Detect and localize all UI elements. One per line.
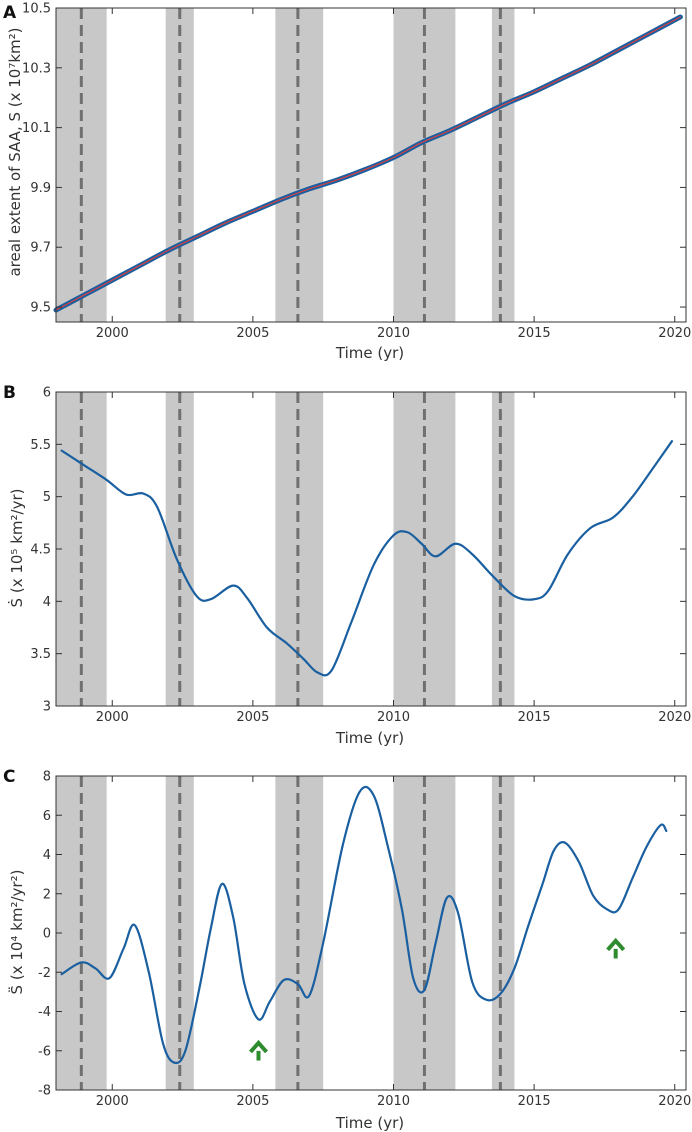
panel-a-letter: A: [3, 3, 17, 23]
panel-b-x-ticks: 2000 2005 2010 2015 2020: [96, 392, 691, 725]
panel-a-axes: [55, 7, 687, 323]
panel-c-y-ticks: -8 -6 -4 -2 0 2 4 6 8: [38, 770, 686, 1099]
panel-c-x-tick-label: 2000: [96, 1094, 129, 1109]
panel-b-shaded-interval: [491, 392, 515, 706]
panel-a-y-tick-label: 9.5: [30, 301, 51, 316]
panel-c-x-tick-label: 2005: [236, 1094, 269, 1109]
panel-b-y-tick-label: 5.5: [30, 438, 51, 453]
panel-a-x-tick-label: 2015: [518, 326, 551, 341]
panel-a-y-tick-label: 10.3: [22, 61, 51, 76]
panel-b-series: [60, 440, 674, 677]
panel-b-series-line: [60, 440, 674, 677]
panel-c-y-tick-label: -4: [38, 1005, 51, 1020]
panel-a-x-ticks: 2000 2005 2010 2015 2020: [96, 8, 691, 341]
panel-a-x-tick-label: 2005: [236, 326, 269, 341]
panel-c-x-ticks: 2000 2005 2010 2015 2020: [96, 776, 691, 1109]
panel-c-arrows: [249, 937, 626, 1061]
panel-a: A 2000 2005 2010 2015 2020 9.5 9.7 9.9 10.1 10.3…: [3, 2, 691, 363]
panel-b-y-ticks: 3 3.5 4 4.5 5 5.5 6: [30, 386, 686, 715]
panel-c-plot-frame: [55, 775, 687, 1091]
panel-c-arrow-head: [606, 937, 626, 952]
panel-a-plot-frame: [55, 7, 687, 323]
panel-b-y-tick-label: 4: [43, 595, 51, 610]
panel-b-x-axis-title: Time (yr): [335, 729, 404, 747]
panel-a-y-tick-label: 10.1: [22, 121, 51, 136]
panel-a-dashed-lines: [79, 8, 502, 322]
panel-a-series-line: [53, 14, 683, 313]
panel-c-series: [60, 785, 668, 1065]
panel-b: B 2000 2005 2010 2015 2020 3 3.5 4 4.5 5 5.5 6 Tim…: [3, 383, 691, 747]
panel-c-series-line: [60, 785, 668, 1065]
panel-c-x-tick-label: 2015: [518, 1094, 551, 1109]
panel-b-y-axis-title: Ṡ (x 10⁵ km²/yr): [7, 489, 26, 608]
panel-c-y-tick-label: 2: [43, 887, 51, 902]
panel-c-x-axis-title: Time (yr): [335, 1114, 404, 1132]
panel-c-y-tick-label: -8: [38, 1084, 51, 1099]
panel-a-x-axis-title: Time (yr): [335, 344, 404, 362]
panel-b-letter: B: [3, 383, 16, 403]
panel-c-x-tick-label: 2010: [377, 1094, 410, 1109]
panel-a-y-tick-label: 9.9: [30, 181, 51, 196]
panel-c-y-tick-label: -6: [38, 1044, 51, 1059]
panel-b-x-tick-label: 2010: [377, 710, 410, 725]
panel-c-y-tick-label: 8: [43, 770, 51, 785]
panel-c: C 2000 2005 2010 2015 2020 -8 -6 -4 -2 0 2 4 6 8 Tim…: [3, 767, 691, 1132]
panel-c-shaded-interval: [491, 776, 515, 1090]
panel-a-y-ticks: 9.5 9.7 9.9 10.1 10.3 10.5: [22, 2, 686, 316]
panel-b-y-tick-label: 3: [43, 700, 51, 715]
panel-a-x-tick-label: 2010: [377, 326, 410, 341]
panel-c-arrow-head: [249, 1039, 268, 1054]
panel-c-shaded-intervals: [56, 776, 515, 1090]
panel-a-series: [53, 14, 683, 313]
panel-c-x-tick-label: 2020: [658, 1094, 691, 1109]
panel-b-y-tick-label: 5: [43, 490, 51, 505]
panel-a-x-tick-label: 2000: [96, 326, 129, 341]
panel-b-x-tick-label: 2015: [518, 710, 551, 725]
panel-b-y-tick-label: 4.5: [30, 543, 51, 558]
panel-c-dashed-lines: [79, 776, 502, 1090]
panel-a-fit-line: [55, 16, 681, 311]
panel-b-x-tick-label: 2020: [658, 710, 691, 725]
panel-a-y-tick-label: 9.7: [30, 241, 51, 256]
panel-c-y-tick-label: 0: [43, 927, 51, 942]
panel-b-axes: [55, 391, 687, 707]
panel-b-plot-frame: [55, 391, 687, 707]
panel-b-x-tick-label: 2000: [96, 710, 129, 725]
panel-b-y-tick-label: 6: [43, 386, 51, 401]
panel-c-y-tick-label: 4: [43, 848, 51, 863]
panel-a-y-axis-title: areal extent of SAA, S (x 10⁷km²): [6, 27, 24, 276]
panel-a-x-tick-label: 2020: [658, 326, 691, 341]
panel-c-y-tick-label: 6: [43, 809, 51, 824]
panel-b-y-tick-label: 3.5: [30, 647, 51, 662]
panel-b-x-tick-label: 2005: [236, 710, 269, 725]
panel-c-axes: [55, 775, 687, 1091]
panel-a-shaded-interval: [491, 8, 515, 322]
panel-c-letter: C: [3, 767, 15, 787]
panel-c-y-tick-label: -2: [38, 966, 51, 981]
panel-c-y-axis-title: S̈ (x 10⁴ km²/yr²): [7, 870, 26, 995]
panel-a-y-tick-label: 10.5: [22, 2, 51, 17]
